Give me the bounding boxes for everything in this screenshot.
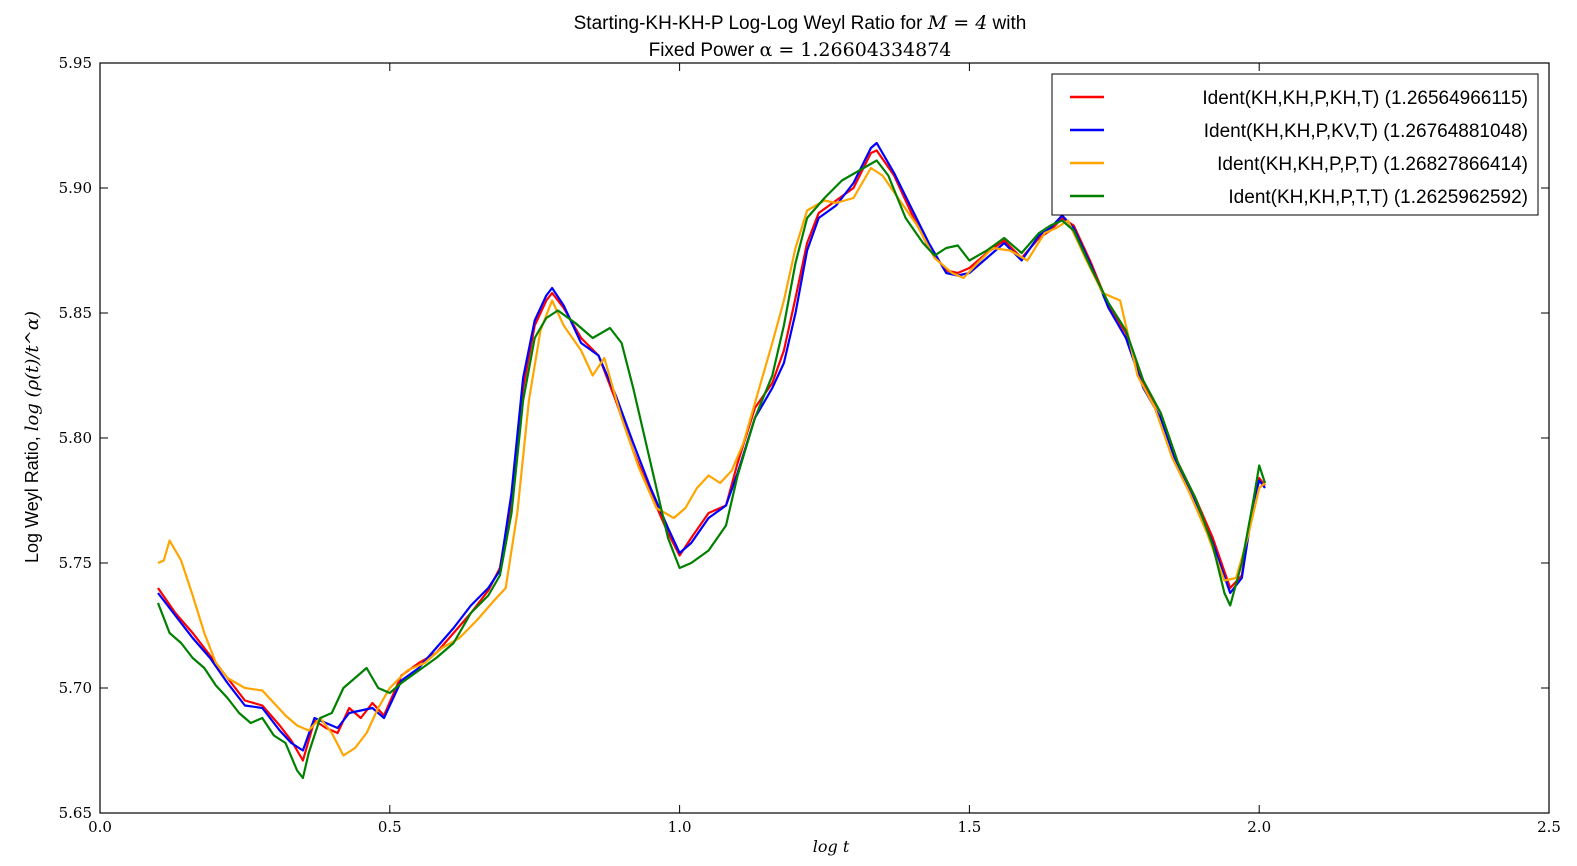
series-line-2 xyxy=(157,141,1266,752)
y-tick-label: 5.80 xyxy=(59,429,92,447)
x-tick-label: 0.5 xyxy=(378,818,402,836)
chart-title-line2: Fixed Power α = 1.26604334874 xyxy=(649,39,952,61)
x-tick-label: 2.0 xyxy=(1247,818,1271,836)
legend-label-4: Ident(KH,KH,P,T,T) (1.2625962592) xyxy=(1228,187,1528,208)
x-axis-label: log t xyxy=(813,837,850,856)
chart-title-line1: Starting-KH-KH-P Log-Log Weyl Ratio for … xyxy=(574,12,1027,34)
y-tick-label: 5.85 xyxy=(59,304,92,322)
series-line-3 xyxy=(157,166,1266,757)
series-line-1 xyxy=(157,149,1266,762)
x-tick-label: 2.5 xyxy=(1537,818,1561,836)
y-tick-label: 5.90 xyxy=(59,179,92,197)
legend-label-3: Ident(KH,KH,P,P,T) (1.26827866414) xyxy=(1217,154,1528,175)
legend-label-1: Ident(KH,KH,P,KH,T) (1.26564966115) xyxy=(1202,88,1528,109)
legend: Ident(KH,KH,P,KH,T) (1.26564966115) Ident… xyxy=(1051,73,1539,216)
x-tick-label: 1.5 xyxy=(957,818,981,836)
plot-frame xyxy=(99,62,1550,814)
legend-box xyxy=(1051,73,1539,216)
series-line-4 xyxy=(156,159,1267,780)
x-tick-label: 0.0 xyxy=(88,818,112,836)
y-axis-label: Log Weyl Ratio, log (ρ(t)/t^α) xyxy=(22,311,43,563)
series-layer xyxy=(156,141,1267,780)
legend-label-2: Ident(KH,KH,P,KV,T) (1.26764881048) xyxy=(1204,121,1528,142)
y-tick-label: 5.95 xyxy=(59,54,92,72)
y-tick-label: 5.75 xyxy=(59,554,92,572)
y-tick-label: 5.70 xyxy=(59,679,92,697)
y-tick-label: 5.65 xyxy=(59,804,92,822)
x-tick-label: 1.0 xyxy=(668,818,692,836)
